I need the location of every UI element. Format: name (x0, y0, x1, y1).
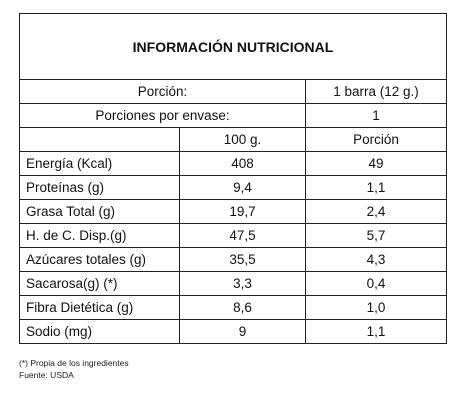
empty-header-cell (19, 127, 180, 152)
value-portion: 1,0 (305, 295, 447, 320)
table-row: Grasa Total (g) 19,7 2,4 (19, 199, 447, 224)
nutrient-name: H. de C. Disp.(g) (19, 223, 180, 248)
value-portion: 49 (305, 151, 447, 176)
value-per100: 35,5 (179, 247, 306, 272)
table-row: H. de C. Disp.(g) 47,5 5,7 (19, 223, 447, 248)
value-per100: 8,6 (179, 295, 306, 320)
nutrient-name: Sodio (mg) (19, 319, 180, 344)
ingredient-footnote: (*) Propia de los ingredientes (19, 358, 129, 368)
value-portion: 1,1 (305, 319, 447, 344)
servings-row: Porciones por envase: 1 (19, 103, 447, 128)
table-row: Sodio (mg) 9 1,1 (19, 319, 447, 344)
nutrient-name: Energía (Kcal) (19, 151, 180, 176)
column-header-row: 100 g. Porción (19, 127, 447, 152)
table-row: Proteínas (g) 9,4 1,1 (19, 175, 447, 200)
nutrient-name: Fibra Dietética (g) (19, 295, 180, 320)
value-per100: 408 (179, 151, 306, 176)
nutrition-table: INFORMACIÓN NUTRICIONAL Porción: 1 barra… (19, 13, 447, 344)
servings-value: 1 (305, 103, 447, 128)
nutrient-name: Azúcares totales (g) (19, 247, 180, 272)
value-portion: 0,4 (305, 271, 447, 296)
table-title: INFORMACIÓN NUTRICIONAL (19, 13, 447, 80)
nutrient-name: Grasa Total (g) (19, 199, 180, 224)
value-per100: 9 (179, 319, 306, 344)
table-row: Azúcares totales (g) 35,5 4,3 (19, 247, 447, 272)
servings-label: Porciones por envase: (19, 103, 306, 128)
nutrient-name: Sacarosa(g) (*) (19, 271, 180, 296)
title-row: INFORMACIÓN NUTRICIONAL (19, 13, 447, 80)
value-per100: 47,5 (179, 223, 306, 248)
nutrition-table-container: INFORMACIÓN NUTRICIONAL Porción: 1 barra… (19, 13, 447, 344)
value-per100: 19,7 (179, 199, 306, 224)
footnotes: (*) Propia de los ingredientes Fuente: U… (19, 357, 129, 381)
value-portion: 4,3 (305, 247, 447, 272)
portion-value: 1 barra (12 g.) (305, 79, 447, 104)
portion-label: Porción: (19, 79, 306, 104)
col-header-per100: 100 g. (179, 127, 306, 152)
value-portion: 1,1 (305, 175, 447, 200)
col-header-portion: Porción (305, 127, 447, 152)
table-row: Sacarosa(g) (*) 3,3 0,4 (19, 271, 447, 296)
source-note: Fuente: USDA (19, 370, 74, 380)
value-per100: 9,4 (179, 175, 306, 200)
portion-row: Porción: 1 barra (12 g.) (19, 79, 447, 104)
value-portion: 2,4 (305, 199, 447, 224)
table-row: Fibra Dietética (g) 8,6 1,0 (19, 295, 447, 320)
nutrient-name: Proteínas (g) (19, 175, 180, 200)
value-per100: 3,3 (179, 271, 306, 296)
table-row: Energía (Kcal) 408 49 (19, 151, 447, 176)
value-portion: 5,7 (305, 223, 447, 248)
